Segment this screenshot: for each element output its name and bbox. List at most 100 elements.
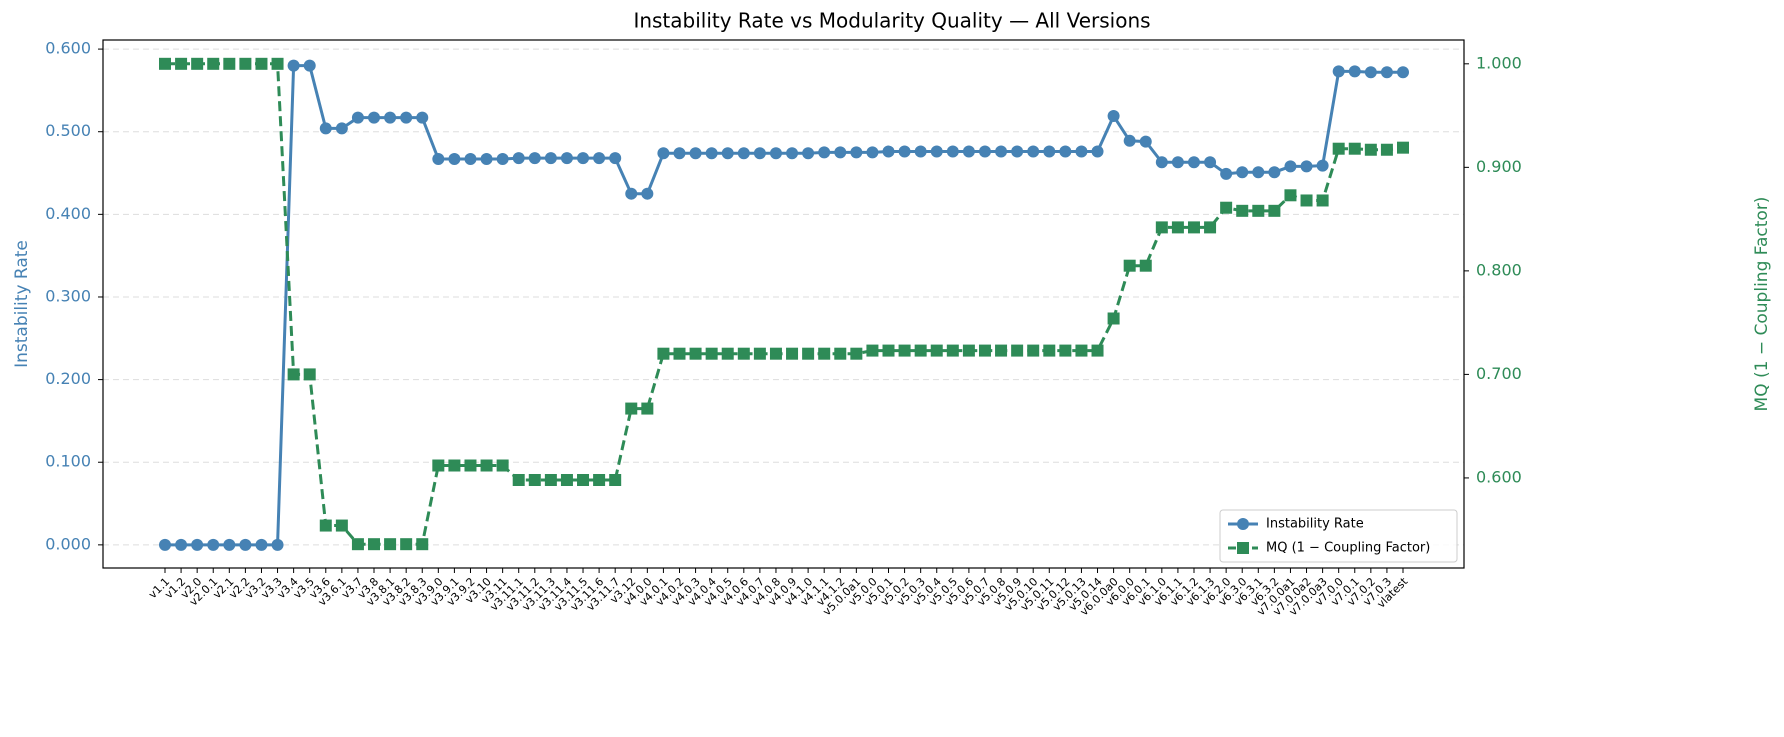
marker (303, 368, 316, 381)
marker (400, 111, 413, 124)
marker (1027, 145, 1040, 158)
legend-label: MQ (1 − Coupling Factor) (1266, 541, 1430, 556)
marker (818, 146, 831, 159)
marker (271, 57, 284, 70)
marker (480, 459, 493, 472)
marker (786, 347, 799, 360)
marker (512, 152, 525, 165)
marker (496, 459, 509, 472)
plot-frame (102, 39, 1465, 569)
marker (1348, 142, 1361, 155)
y-tick-label: 0.600 (45, 39, 91, 58)
marker (705, 147, 718, 160)
marker (995, 344, 1008, 357)
marker (1397, 141, 1409, 154)
marker (303, 59, 316, 72)
marker (1220, 201, 1233, 214)
y-tick-label: 0.100 (45, 452, 91, 471)
marker (737, 147, 750, 160)
marker (287, 368, 300, 381)
marker (1236, 166, 1249, 179)
y2-tick-label: 0.900 (1476, 157, 1522, 176)
y-tick-label: 0.200 (45, 369, 91, 388)
marker (882, 344, 895, 357)
marker (1204, 156, 1217, 169)
marker (319, 122, 332, 135)
marker (416, 538, 429, 551)
marker (496, 152, 509, 165)
marker (978, 344, 991, 357)
marker (1011, 145, 1024, 158)
marker (1075, 145, 1088, 158)
legend-box (1219, 509, 1458, 563)
marker (737, 347, 750, 360)
marker (1204, 221, 1217, 234)
marker (946, 344, 959, 357)
marker (528, 152, 541, 165)
marker (368, 538, 381, 551)
marker (1284, 160, 1297, 173)
marker (818, 347, 831, 360)
legend-marker (1237, 542, 1249, 554)
marker (512, 474, 525, 486)
marker (721, 147, 734, 160)
marker (625, 187, 638, 200)
marker (1268, 166, 1281, 179)
marker (898, 145, 911, 158)
marker (464, 459, 477, 472)
marker (335, 122, 348, 135)
marker (1316, 194, 1329, 207)
marker (432, 152, 445, 165)
marker (1300, 194, 1313, 207)
marker (464, 152, 477, 165)
legend-label: Instability Rate (1266, 517, 1364, 532)
marker (930, 344, 943, 357)
marker (1348, 65, 1361, 78)
marker (1155, 156, 1168, 169)
marker (1380, 66, 1393, 79)
marker (319, 519, 332, 532)
marker (1332, 142, 1345, 155)
marker (1107, 312, 1120, 325)
marker (1171, 156, 1184, 169)
y-tick-label: 0.500 (45, 121, 91, 140)
marker (1043, 344, 1056, 357)
marker (448, 152, 461, 165)
marker (207, 57, 220, 70)
marker (1397, 66, 1409, 79)
marker (1027, 344, 1040, 357)
marker (689, 347, 702, 360)
marker (191, 538, 204, 551)
y-tick-label: 0.300 (45, 286, 91, 305)
marker (850, 347, 863, 360)
marker (1123, 134, 1136, 147)
marker (1187, 221, 1200, 234)
legend-marker (1237, 518, 1249, 530)
y-tick-label: 0.400 (45, 204, 91, 223)
marker (1380, 143, 1393, 156)
marker (834, 347, 847, 360)
marker (1220, 167, 1233, 180)
marker (930, 145, 943, 158)
marker (159, 538, 171, 551)
marker (560, 152, 573, 165)
marker (1300, 160, 1313, 173)
marker (641, 187, 654, 200)
marker (1043, 145, 1056, 158)
y2-tick-label: 0.700 (1476, 364, 1522, 383)
y2-tick-label: 0.600 (1476, 467, 1522, 486)
marker (866, 146, 879, 159)
marker (1107, 110, 1120, 123)
marker (1059, 344, 1072, 357)
series-line (165, 64, 1403, 547)
marker (577, 152, 590, 165)
marker (239, 57, 252, 70)
marker (335, 519, 348, 532)
marker (1252, 204, 1265, 217)
marker (802, 147, 815, 160)
marker (175, 538, 188, 551)
marker (753, 147, 766, 160)
marker (159, 57, 171, 70)
marker (1139, 259, 1152, 272)
